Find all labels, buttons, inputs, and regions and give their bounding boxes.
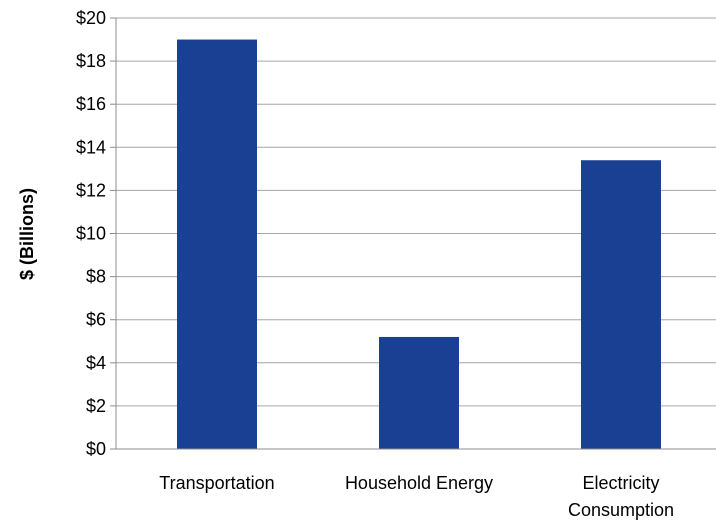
bars [177,39,661,450]
y-tick-labels: $0 $2 $4 $6 $8 $10 $12 $14 $16 $18 $20 [76,8,116,459]
x-category-label: Transportation [159,473,274,493]
y-tick-label: $6 [86,310,106,330]
y-tick-label: $16 [76,94,106,114]
y-tick-label: $20 [76,8,106,28]
y-tick-label: $2 [86,396,106,416]
bar [379,336,459,449]
y-tick-label: $0 [86,439,106,459]
y-tick-label: $18 [76,51,106,71]
x-category-label: Household Energy [345,473,493,493]
y-axis-title: $ (Billions) [17,188,37,280]
bar [581,160,661,450]
x-category-labels: Transportation Household Energy Electricit… [159,473,674,520]
y-tick-label: $4 [86,353,106,373]
y-tick-label: $14 [76,137,106,157]
y-tick-label: $12 [76,180,106,200]
x-category-label: Consumption [568,500,674,520]
x-category-label: Electricity [582,473,659,493]
bar [177,39,257,450]
y-tick-label: $10 [76,224,106,244]
y-tick-label: $8 [86,267,106,287]
